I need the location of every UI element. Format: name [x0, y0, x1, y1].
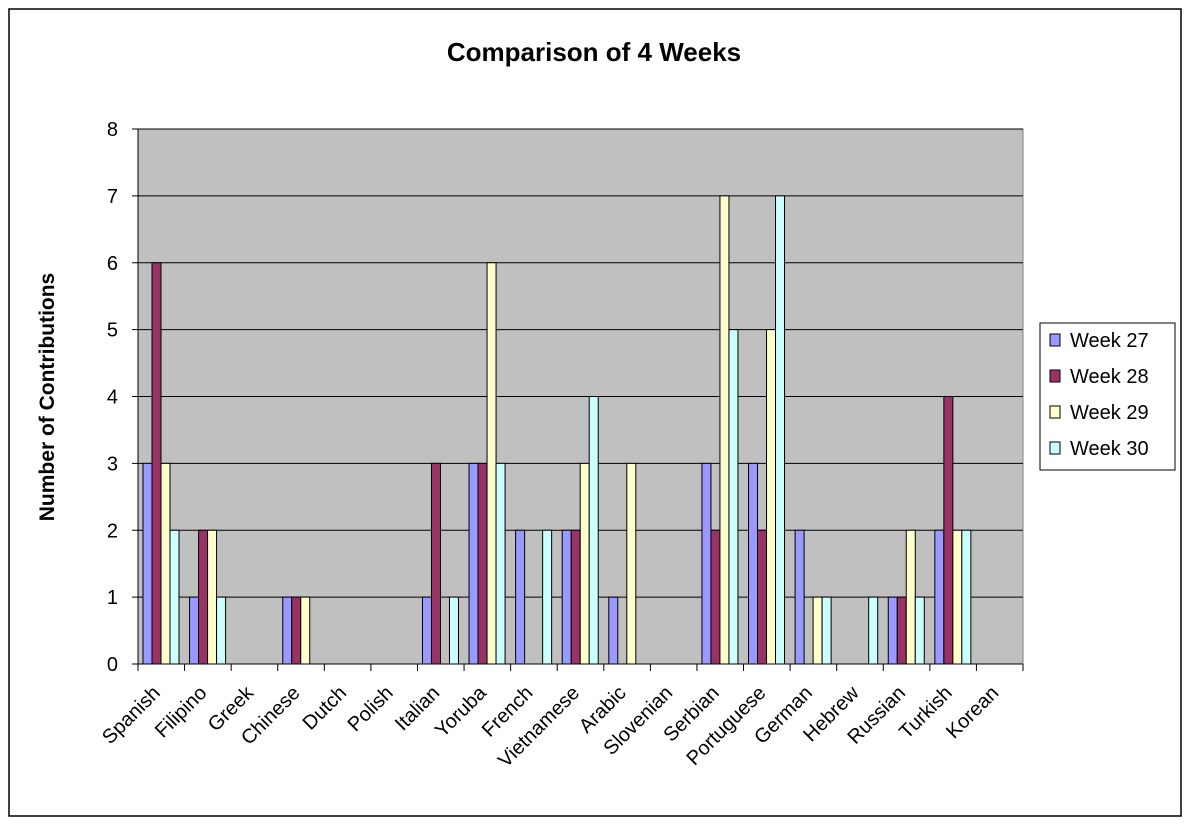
bar-week-30-italian — [448, 596, 459, 665]
legend: Week 27 Week 28 Week 29 Week 30 — [1039, 322, 1176, 471]
y-tick-label: 0 — [107, 654, 118, 676]
axes — [132, 128, 1024, 671]
legend-swatch — [1049, 441, 1061, 455]
bar-week-27-filipino — [189, 596, 200, 665]
y-tick-label: 5 — [107, 320, 118, 342]
bar-week-29-chinese — [300, 596, 311, 665]
y-tick-label: 4 — [107, 387, 118, 409]
bar-week-27-chinese — [282, 596, 293, 665]
bar-week-27-italian — [421, 596, 432, 665]
bar-week-30-vietnamese — [588, 396, 599, 665]
y-tick-label: 2 — [107, 520, 118, 542]
legend-swatch — [1049, 405, 1061, 419]
bar-week-29-filipino — [207, 529, 218, 665]
bar-week-27-portuguese — [748, 462, 759, 665]
bar-week-28-portuguese — [757, 529, 768, 665]
legend-label: Week 28 — [1070, 366, 1149, 388]
chart-title: Comparison of 4 Weeks — [447, 37, 741, 67]
bar-week-27-yoruba — [468, 462, 479, 665]
bar-week-28-filipino — [198, 529, 209, 665]
bar-week-29-serbian — [719, 195, 730, 665]
bar-week-29-german — [812, 596, 823, 665]
bar-week-30-portuguese — [775, 195, 786, 665]
legend-label: Week 30 — [1070, 438, 1149, 460]
bar-week-27-turkish — [934, 529, 945, 665]
y-tick-label: 7 — [107, 186, 118, 208]
y-axis-label: Number of Contributions — [36, 273, 59, 521]
legend-swatch — [1049, 369, 1061, 383]
bar-week-30-russian — [914, 596, 925, 665]
legend-label: Week 27 — [1070, 330, 1149, 352]
bar-week-27-spanish — [142, 462, 153, 665]
bar-week-30-french — [542, 529, 553, 665]
bar-week-27-serbian — [701, 462, 712, 665]
bar-week-29-russian — [905, 529, 916, 665]
bar-week-30-german — [821, 596, 832, 665]
y-tick-label: 8 — [107, 119, 118, 141]
y-tick-label: 1 — [107, 587, 118, 609]
bar-week-30-hebrew — [868, 596, 879, 665]
bar-week-30-spanish — [169, 529, 180, 665]
bar-week-28-russian — [896, 596, 907, 665]
y-tick-labels: 0 1 2 3 4 5 6 7 8 — [107, 119, 118, 676]
legend-label: Week 29 — [1070, 402, 1149, 424]
bar-week-29-arabic — [626, 462, 637, 665]
bar-week-28-turkish — [943, 396, 954, 665]
bar-week-30-serbian — [728, 329, 739, 665]
bar-week-29-turkish — [952, 529, 963, 665]
legend-swatch — [1049, 333, 1061, 347]
legend-box — [1039, 322, 1176, 471]
bar-week-30-turkish — [961, 529, 972, 665]
bar-week-29-spanish — [160, 462, 171, 665]
bar-week-28-serbian — [710, 529, 721, 665]
y-tick-label: 6 — [107, 253, 118, 275]
bar-week-27-german — [794, 529, 805, 665]
bar-week-27-french — [515, 529, 526, 665]
bar-week-28-spanish — [151, 262, 162, 665]
bar-week-28-vietnamese — [570, 529, 581, 665]
bar-week-28-italian — [430, 462, 441, 665]
bar-week-27-russian — [887, 596, 898, 665]
bar-week-28-chinese — [291, 596, 302, 665]
bar-week-30-filipino — [216, 596, 227, 665]
bars — [142, 195, 972, 665]
bar-week-29-vietnamese — [579, 462, 590, 665]
bar-week-30-yoruba — [495, 462, 506, 665]
y-tick-label: 3 — [107, 453, 118, 475]
bar-week-29-yoruba — [486, 262, 497, 665]
bar-week-27-vietnamese — [561, 529, 572, 665]
bar-week-29-portuguese — [766, 329, 777, 665]
bar-week-27-arabic — [608, 596, 619, 665]
bar-week-28-yoruba — [477, 462, 488, 665]
